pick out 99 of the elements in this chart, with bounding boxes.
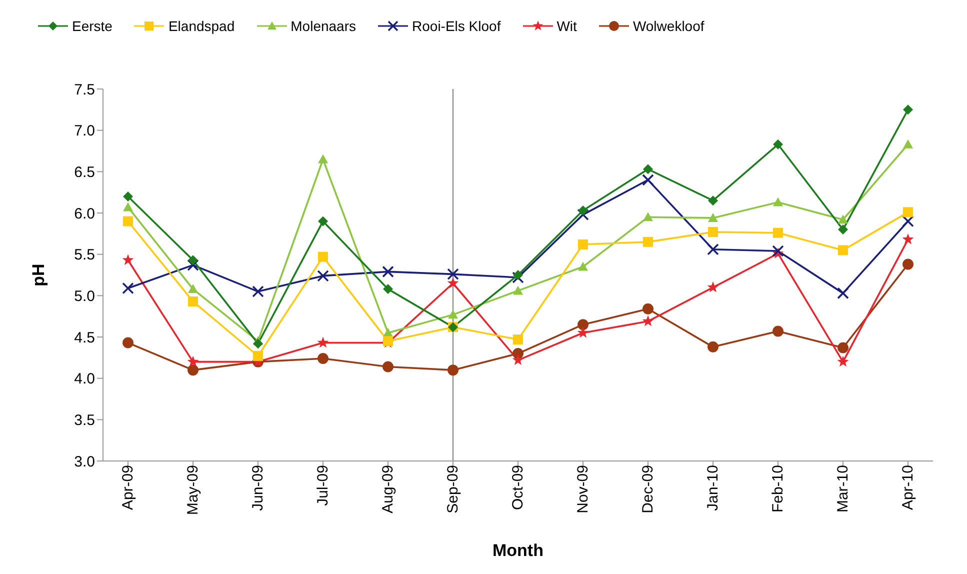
point — [772, 326, 784, 337]
x-tick-label: Nov-09 — [574, 465, 592, 514]
point — [447, 277, 459, 288]
point — [773, 228, 783, 238]
point — [382, 361, 394, 372]
point — [317, 270, 329, 282]
point — [122, 254, 134, 265]
x-tick-label: Dec-09 — [640, 465, 657, 514]
x-tick-label: Oct-09 — [510, 465, 527, 510]
point — [578, 319, 588, 330]
y-tick-label: 4.5 — [74, 329, 95, 346]
point — [902, 215, 914, 228]
legend-label: Molenaars — [290, 18, 356, 34]
point — [318, 352, 328, 364]
point — [512, 348, 524, 360]
legend-label: Wit — [556, 18, 577, 34]
point — [578, 262, 588, 271]
point — [708, 227, 718, 238]
point — [837, 287, 849, 300]
y-tick-label: 3.0 — [74, 453, 95, 470]
point — [513, 286, 523, 295]
point — [838, 214, 848, 224]
point — [512, 272, 524, 284]
point — [708, 196, 718, 206]
x-tick-label: Jun-09 — [250, 465, 267, 511]
point — [903, 207, 913, 218]
y-tick-label: 7.0 — [74, 122, 95, 140]
point — [642, 174, 654, 186]
point — [642, 315, 654, 326]
y-tick-label: 7.5 — [74, 81, 95, 98]
legend-label: Wolwekloof — [632, 18, 704, 34]
point — [188, 296, 198, 306]
point — [383, 284, 393, 294]
point — [773, 197, 783, 206]
point — [187, 259, 199, 271]
x-tick-label: Aug-09 — [380, 465, 397, 514]
point — [318, 216, 328, 226]
point — [578, 239, 588, 250]
x-axis-title: Month — [492, 541, 544, 560]
x-tick-label: Jul-09 — [314, 465, 332, 506]
point — [902, 258, 914, 270]
point — [123, 202, 133, 212]
y-tick-label: 6.0 — [74, 205, 95, 222]
point — [578, 206, 588, 216]
point — [187, 356, 199, 367]
point — [838, 245, 848, 256]
point — [643, 164, 653, 174]
point — [838, 224, 848, 235]
point — [123, 191, 133, 202]
point — [708, 212, 718, 222]
point — [642, 303, 654, 314]
point — [318, 154, 328, 164]
point — [122, 282, 134, 294]
point — [707, 281, 719, 292]
point — [643, 236, 653, 247]
x-tick-label: May-09 — [184, 465, 202, 516]
y-tick-label: 6.5 — [74, 164, 95, 181]
y-tick-label: 3.5 — [74, 412, 95, 429]
x-tick-label: Sep-09 — [444, 465, 462, 514]
x-tick-label: Mar-10 — [834, 465, 852, 513]
point — [318, 252, 328, 262]
point — [773, 139, 783, 150]
legend-label: Eerste — [72, 18, 112, 34]
point — [903, 139, 913, 148]
point — [253, 338, 263, 349]
legend-label: Elandspad — [168, 18, 235, 34]
y-axis-title: pH — [29, 264, 48, 286]
legend-label: Rooi-Els Kloof — [412, 18, 501, 34]
point — [837, 356, 849, 367]
point — [902, 233, 914, 244]
y-tick-label: 5.0 — [74, 288, 95, 305]
x-tick-label: Jan-10 — [704, 465, 722, 511]
point — [643, 212, 653, 222]
point — [513, 334, 523, 344]
point — [188, 284, 198, 294]
x-tick-label: Apr-10 — [900, 465, 917, 510]
point — [772, 245, 784, 257]
x-tick-label: Apr-09 — [120, 465, 137, 510]
point — [448, 364, 458, 376]
y-tick-label: 5.5 — [74, 246, 95, 264]
point — [513, 270, 523, 280]
point — [512, 354, 524, 365]
point — [188, 255, 198, 266]
point — [188, 364, 198, 376]
point — [253, 351, 263, 362]
x-tick-label: Feb-10 — [770, 465, 787, 513]
y-tick-label: 4.0 — [74, 370, 95, 388]
point — [252, 286, 264, 298]
point — [708, 341, 718, 352]
point — [448, 310, 458, 319]
point — [838, 342, 848, 354]
point — [122, 337, 134, 348]
point — [707, 243, 719, 256]
point — [123, 216, 133, 226]
point — [382, 266, 394, 278]
point — [317, 336, 329, 348]
point — [447, 268, 459, 280]
point — [577, 326, 589, 338]
point — [903, 104, 913, 115]
